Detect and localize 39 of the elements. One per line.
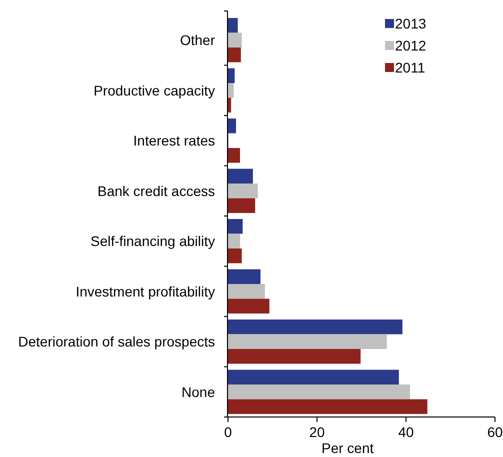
bar xyxy=(228,269,260,284)
y-tick-label: Other xyxy=(180,32,216,48)
bar xyxy=(228,68,235,84)
bar xyxy=(228,198,256,213)
y-tick-label: Productive capacity xyxy=(94,82,215,98)
bar xyxy=(228,248,242,264)
y-tick-label: Bank credit access xyxy=(98,182,215,199)
bar xyxy=(228,334,387,349)
bar xyxy=(228,348,361,364)
bar xyxy=(228,148,240,163)
legend-label: 2012 xyxy=(395,37,426,54)
bar xyxy=(228,384,410,400)
y-tick-label: None xyxy=(182,384,216,400)
bar xyxy=(228,219,243,234)
bar xyxy=(228,234,240,248)
bar xyxy=(228,399,428,414)
bar xyxy=(228,18,238,33)
x-axis-title: Per cent xyxy=(322,440,374,456)
y-tick-label: Interest rates xyxy=(133,132,215,149)
bar xyxy=(228,32,242,48)
bar xyxy=(228,47,241,62)
bar xyxy=(228,98,232,112)
bar xyxy=(228,168,253,184)
bar xyxy=(228,320,402,334)
legend-label: 2011 xyxy=(395,59,426,76)
bar xyxy=(228,184,258,198)
bar xyxy=(228,118,236,134)
x-tick-label: 0 xyxy=(224,424,232,440)
bar xyxy=(228,298,270,314)
x-tick-label: 60 xyxy=(487,424,503,440)
legend-label: 2013 xyxy=(395,15,426,32)
x-tick-label: 20 xyxy=(309,424,325,440)
bar xyxy=(228,370,399,385)
y-tick-label: Investment profitability xyxy=(76,283,215,300)
x-tick-label: 40 xyxy=(398,424,414,440)
bar xyxy=(228,284,265,299)
y-tick-label: Self-financing ability xyxy=(90,233,215,250)
bar xyxy=(228,83,234,98)
y-tick-label: Deterioration of sales prospects xyxy=(18,334,215,350)
